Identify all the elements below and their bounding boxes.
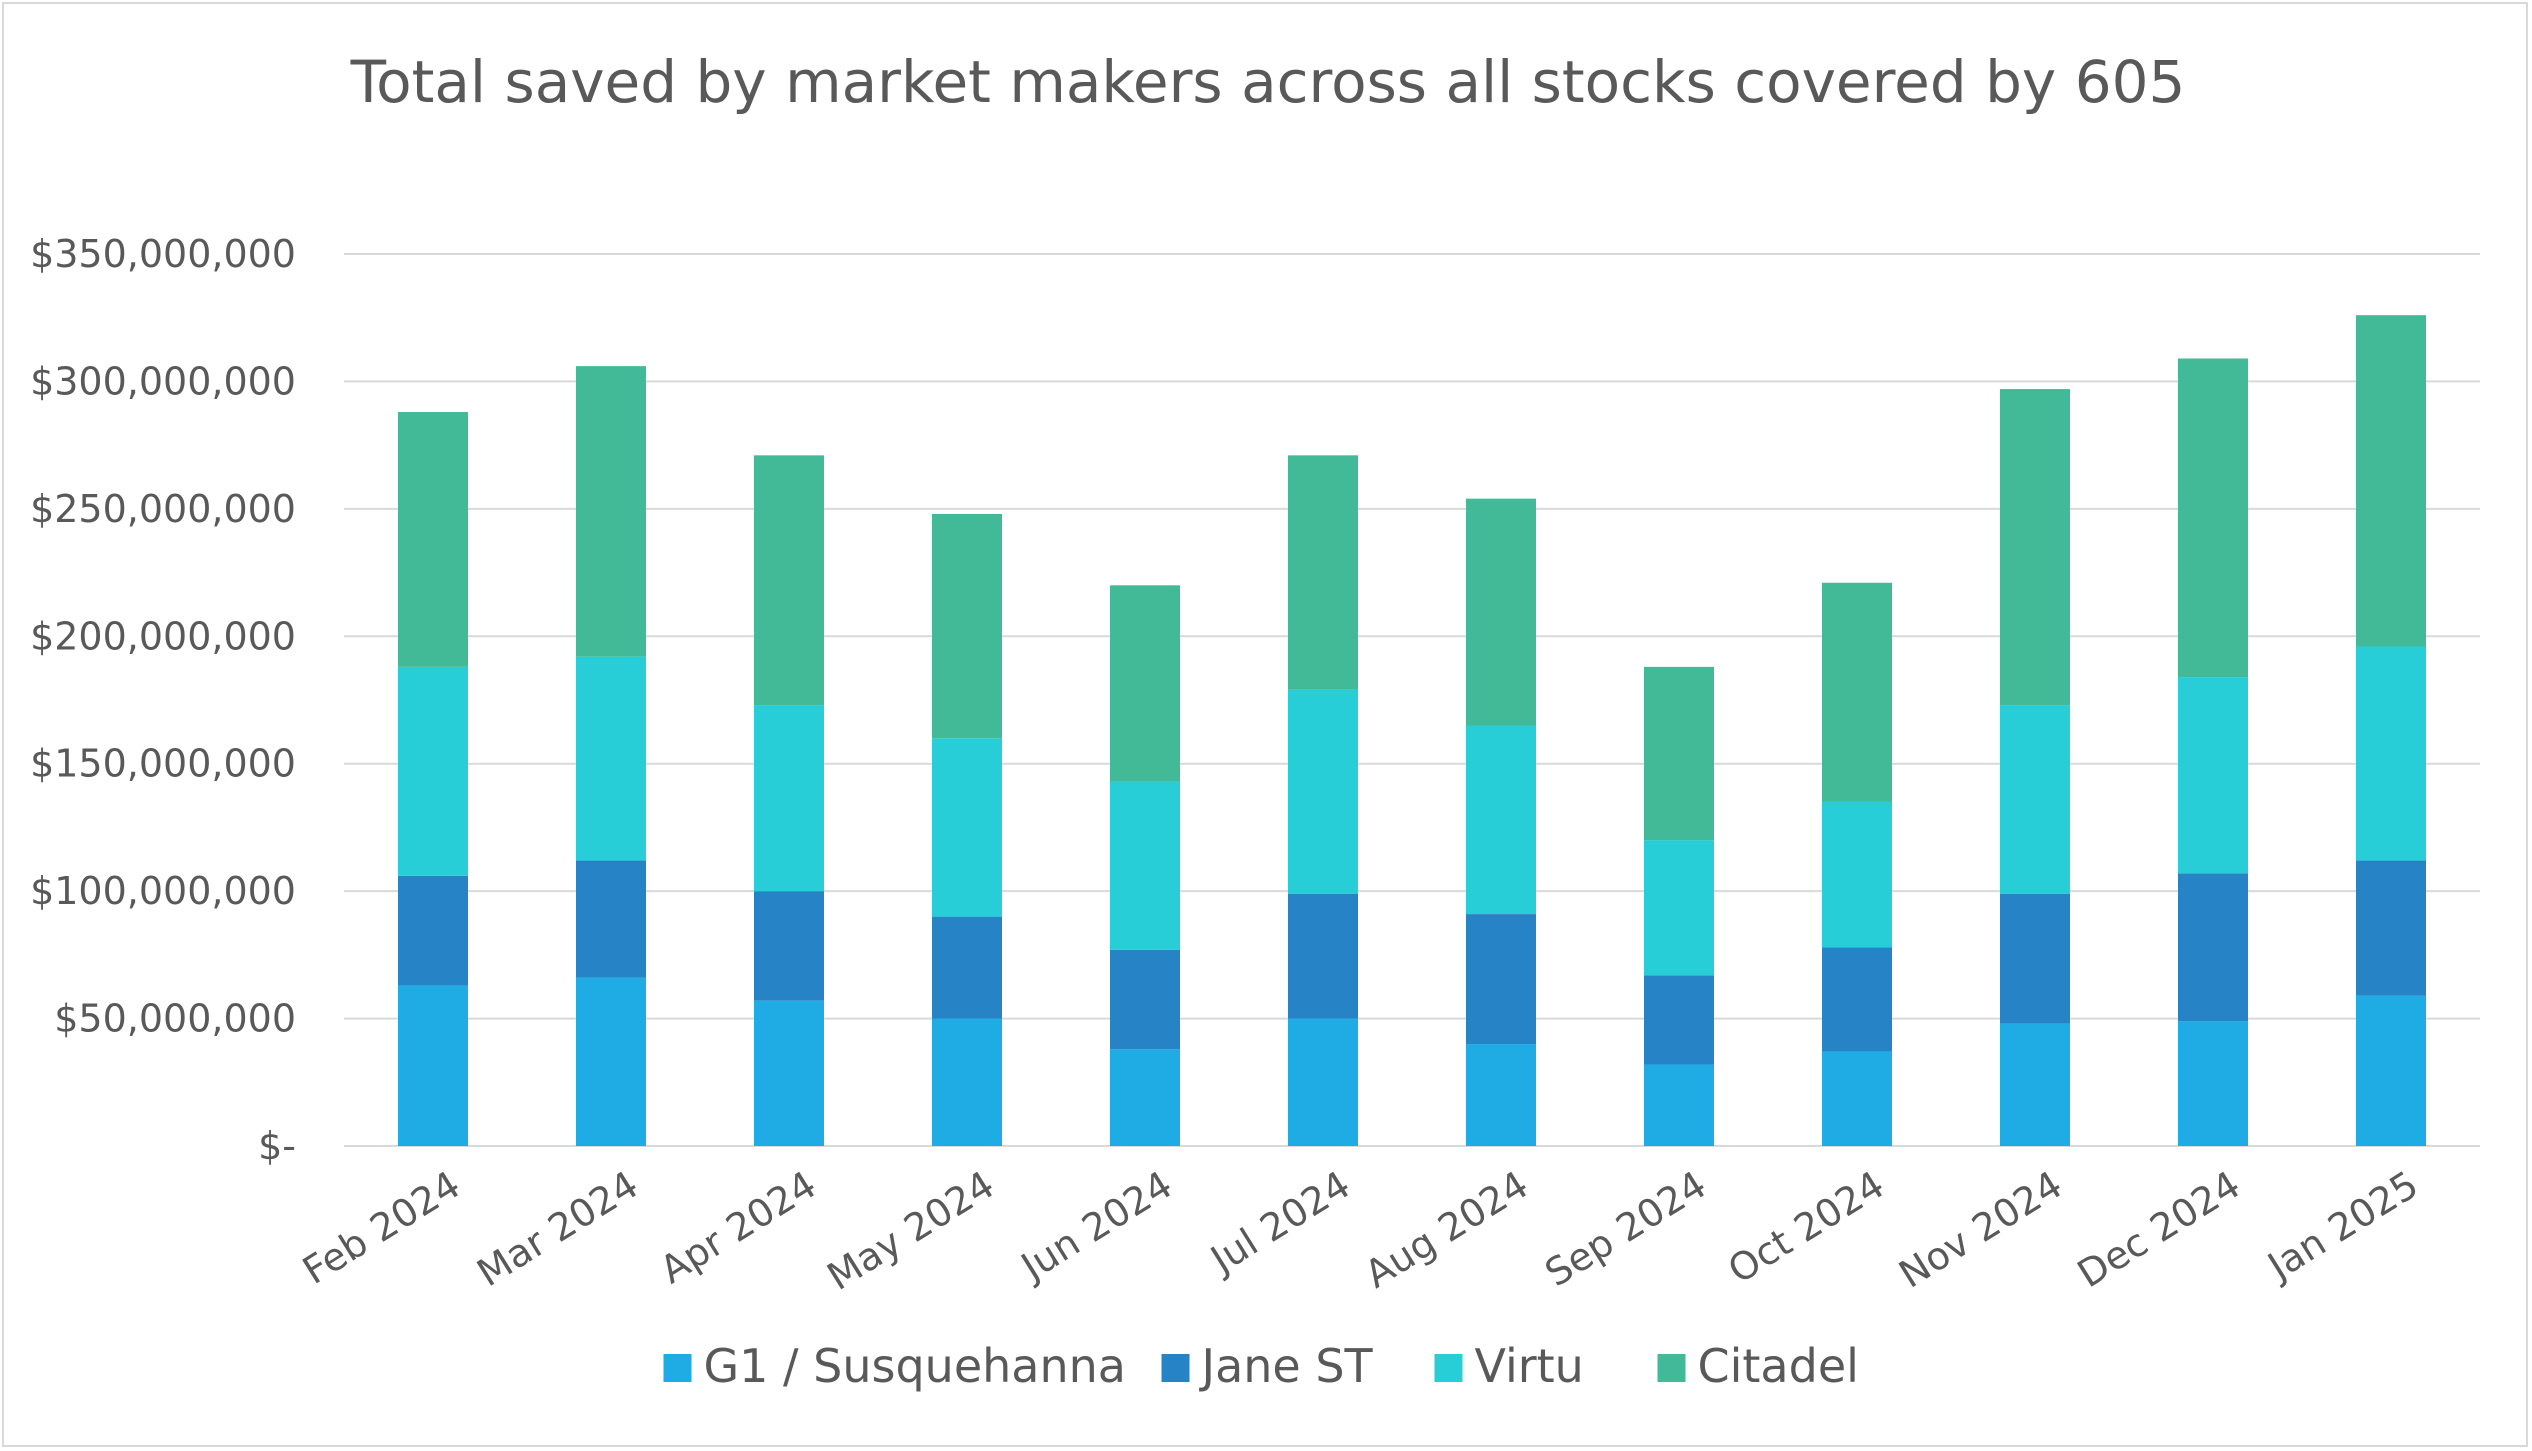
bar-segment	[754, 705, 824, 892]
bar-segment	[576, 860, 646, 978]
bar-segment	[1288, 1018, 1358, 1146]
bar-segment	[1644, 1064, 1714, 1146]
legend-item: Virtu	[1434, 1339, 1584, 1393]
x-tick-label: Nov 2024	[1891, 1162, 2069, 1296]
x-tick-label: Sep 2024	[1537, 1162, 1713, 1295]
bar-segment	[2356, 315, 2426, 647]
legend-label: Virtu	[1475, 1339, 1584, 1393]
bar-segment	[576, 977, 646, 1146]
bar-segment	[1110, 585, 1180, 782]
bar-segment	[2000, 893, 2070, 1024]
bar-segment	[398, 985, 468, 1146]
chart-title: Total saved by market makers across all …	[350, 48, 2186, 116]
bar-segment	[932, 738, 1002, 917]
bars	[398, 315, 2426, 1146]
bar-segment	[1822, 947, 1892, 1052]
bar-segment	[2178, 358, 2248, 678]
bar-segment	[1822, 582, 1892, 802]
bar-segment	[398, 412, 468, 667]
bar-segment	[932, 1018, 1002, 1146]
x-tick-label: Jan 2025	[2259, 1162, 2426, 1289]
gridlines	[344, 253, 2480, 1147]
bar-segment	[1644, 840, 1714, 976]
legend-swatch	[1657, 1354, 1686, 1382]
stacked-bar-chart: Total saved by market makers across all …	[30, 48, 2480, 1393]
y-tick-label: $250,000,000	[30, 487, 296, 531]
bar-segment	[1466, 914, 1536, 1045]
bar-segment	[932, 513, 1002, 739]
bar-segment	[1110, 781, 1180, 950]
bar-segment	[1288, 689, 1358, 894]
bar-segment	[2000, 705, 2070, 894]
bar-segment	[2178, 873, 2248, 1022]
bar-segment	[2178, 1021, 2248, 1146]
legend-label: Citadel	[1698, 1339, 1859, 1393]
bar-segment	[1288, 893, 1358, 1019]
legend-label: Jane ST	[1199, 1339, 1374, 1393]
y-tick-label: $300,000,000	[30, 359, 296, 403]
bar-segment	[754, 891, 824, 1001]
legend-swatch	[1161, 1354, 1190, 1382]
legend: G1 / Susquehanna Jane ST Virtu Citadel	[663, 1339, 1859, 1393]
bar-segment	[754, 1000, 824, 1146]
bar-segment	[1110, 949, 1180, 1050]
x-tick-label: Feb 2024	[295, 1162, 468, 1293]
y-tick-label: $200,000,000	[30, 614, 296, 658]
bar-segment	[2356, 995, 2426, 1146]
bar-segment	[2356, 860, 2426, 996]
bar-segment	[1822, 1051, 1892, 1146]
legend-label: G1 / Susquehanna	[704, 1339, 1126, 1393]
x-tick-label: May 2024	[820, 1162, 1002, 1299]
x-tick-label: Apr 2024	[652, 1162, 823, 1292]
legend-item: G1 / Susquehanna	[663, 1339, 1126, 1393]
y-tick-label: $50,000,000	[54, 997, 296, 1041]
bar-segment	[1466, 725, 1536, 915]
bar-segment	[1822, 801, 1892, 948]
bar-segment	[1644, 666, 1714, 841]
y-tick-label: $100,000,000	[30, 869, 296, 913]
bar-segment	[2000, 389, 2070, 706]
legend-swatch	[1434, 1354, 1463, 1382]
bar-segment	[1466, 498, 1536, 726]
y-tick-label: $-	[258, 1124, 296, 1168]
x-tick-label: Jul 2024	[1202, 1162, 1358, 1282]
bar-segment	[1466, 1044, 1536, 1146]
bar-segment	[754, 455, 824, 706]
legend-item: Citadel	[1657, 1339, 1859, 1393]
x-tick-label: Jun 2024	[1012, 1162, 1180, 1289]
y-tick-label: $350,000,000	[30, 232, 296, 276]
x-tick-label: Dec 2024	[2070, 1162, 2248, 1296]
x-tick-label: Aug 2024	[1357, 1162, 1536, 1296]
bar-segment	[2356, 646, 2426, 861]
legend-item: Jane ST	[1161, 1339, 1374, 1393]
bar-segment	[2178, 677, 2248, 874]
y-axis-tick-labels: $- $50,000,000 $100,000,000 $150,000,000 $20…	[30, 232, 296, 1168]
bar-segment	[1644, 975, 1714, 1065]
bar-segment	[932, 916, 1002, 1019]
y-tick-label: $150,000,000	[30, 742, 296, 786]
bar-segment	[398, 875, 468, 986]
bar-segment	[1288, 455, 1358, 690]
x-tick-label: Mar 2024	[469, 1162, 645, 1295]
bar-segment	[398, 666, 468, 876]
bar-segment	[2000, 1023, 2070, 1146]
legend-swatch	[663, 1354, 692, 1382]
bar-segment	[576, 366, 646, 657]
bar-segment	[1110, 1049, 1180, 1146]
bar-segment	[576, 656, 646, 861]
x-tick-label: Oct 2024	[1720, 1162, 1891, 1292]
